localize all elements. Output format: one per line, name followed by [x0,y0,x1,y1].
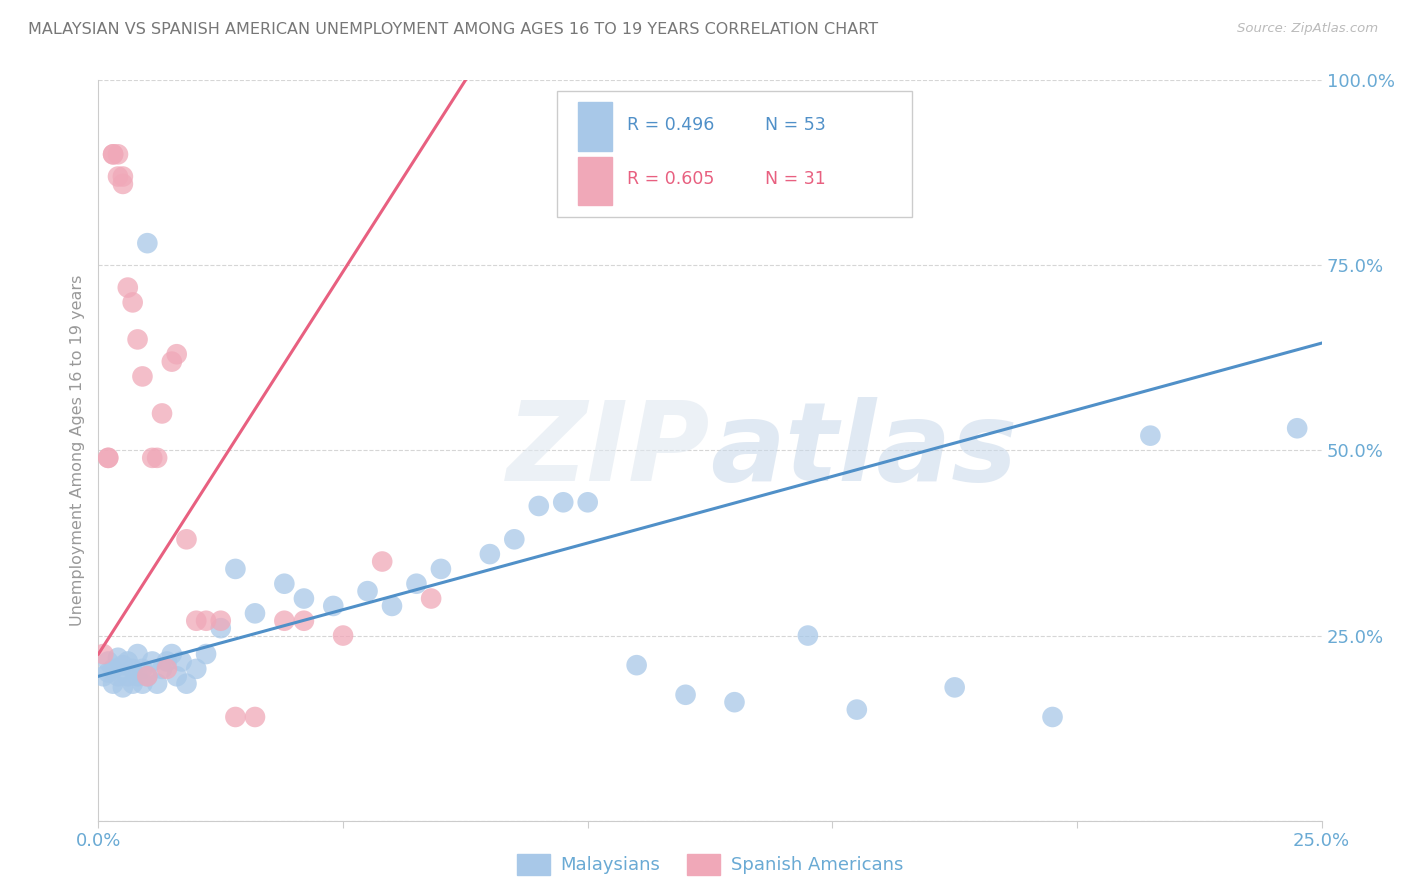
Point [150,407,173,421]
Text: atlas: atlas [710,397,1018,504]
Point [107,650,129,665]
Text: R = 0.605: R = 0.605 [627,170,714,188]
Point [101,147,124,161]
Point [97,655,120,669]
Point [503,533,526,547]
Point [117,655,139,669]
Point [723,695,745,709]
Point [478,547,501,561]
Point [195,647,218,661]
Point [111,681,134,695]
Text: MALAYSIAN VS SPANISH AMERICAN UNEMPLOYMENT AMONG AGES 16 TO 19 YEARS CORRELATION: MALAYSIAN VS SPANISH AMERICAN UNEMPLOYME… [28,22,879,37]
Point [150,662,173,676]
Point [136,669,159,683]
Point [845,703,868,717]
Point [576,495,599,509]
Point [97,665,120,680]
Point [107,147,129,161]
Point [209,614,232,628]
Text: ZIP: ZIP [506,397,710,504]
Point [420,591,443,606]
Point [186,662,208,676]
Point [675,688,697,702]
Point [186,614,208,628]
Point [273,614,295,628]
Point [121,676,143,690]
Point [166,347,188,361]
Point [430,562,453,576]
Point [101,676,124,690]
Point [127,333,149,347]
Point [292,614,315,628]
Point [107,169,129,184]
Text: R = 0.496: R = 0.496 [627,116,714,134]
Text: Source: ZipAtlas.com: Source: ZipAtlas.com [1237,22,1378,36]
Point [111,658,134,673]
Point [136,669,159,683]
Point [176,676,198,690]
Point [243,710,266,724]
Point [626,658,648,673]
Point [176,533,198,547]
Legend: Malaysians, Spanish Americans: Malaysians, Spanish Americans [510,847,910,882]
Point [553,495,575,509]
Point [91,647,114,661]
Point [141,655,163,669]
Point [111,169,134,184]
Point [332,628,354,642]
Point [170,655,193,669]
Point [101,147,124,161]
Point [195,614,218,628]
Point [111,177,134,191]
Point [131,369,153,384]
Point [943,681,966,695]
Point [127,669,149,683]
Point [117,669,139,683]
Point [160,647,183,661]
Point [243,607,266,621]
Point [356,584,378,599]
Point [381,599,404,613]
Point [107,669,129,683]
Point [121,662,143,676]
Point [209,621,232,635]
Y-axis label: Unemployment Among Ages 16 to 19 years: Unemployment Among Ages 16 to 19 years [69,275,84,626]
Point [117,280,139,294]
Point [146,450,169,465]
Point [101,662,124,676]
Point [224,710,246,724]
Bar [578,156,612,204]
Point [292,591,315,606]
Point [97,450,120,465]
Point [156,655,179,669]
FancyBboxPatch shape [557,91,912,218]
Point [371,554,394,569]
Point [322,599,344,613]
Point [527,499,550,513]
Text: N = 31: N = 31 [765,170,825,188]
Text: N = 53: N = 53 [765,116,825,134]
Point [156,662,179,676]
Point [405,576,427,591]
Point [136,236,159,251]
Point [146,676,169,690]
Point [224,562,246,576]
Point [1139,428,1161,442]
Point [160,354,183,368]
Point [127,647,149,661]
Point [166,669,188,683]
Point [131,662,153,676]
Point [97,450,120,465]
Point [121,295,143,310]
Bar [578,103,612,151]
Point [131,676,153,690]
Point [1042,710,1064,724]
Point [91,669,114,683]
Point [141,450,163,465]
Point [273,576,295,591]
Point [797,628,820,642]
Point [1286,421,1309,435]
